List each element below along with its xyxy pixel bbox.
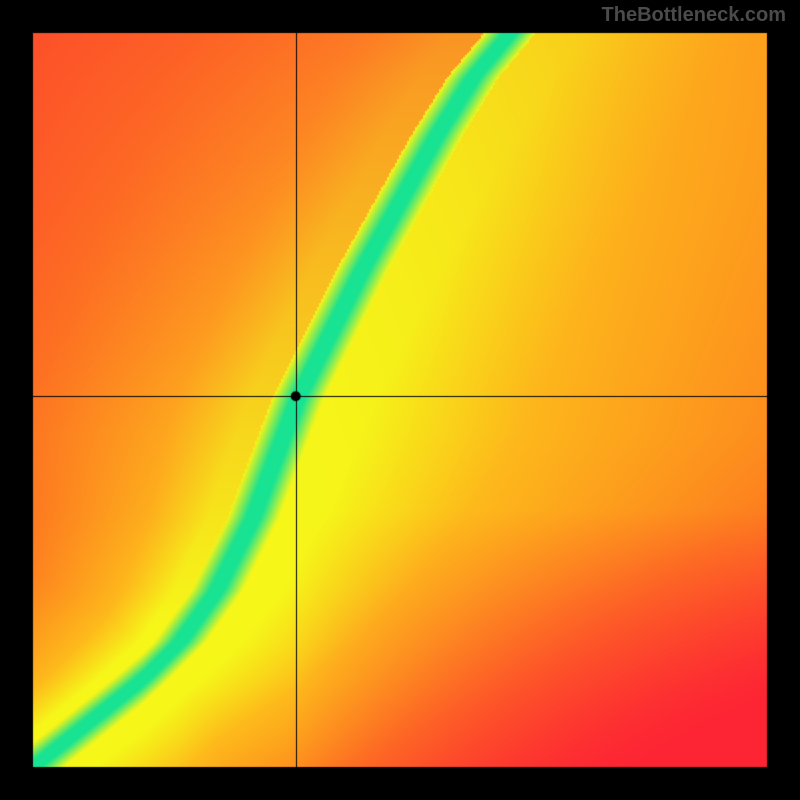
bottleneck-heatmap: [0, 0, 800, 800]
watermark-text: TheBottleneck.com: [602, 4, 786, 27]
